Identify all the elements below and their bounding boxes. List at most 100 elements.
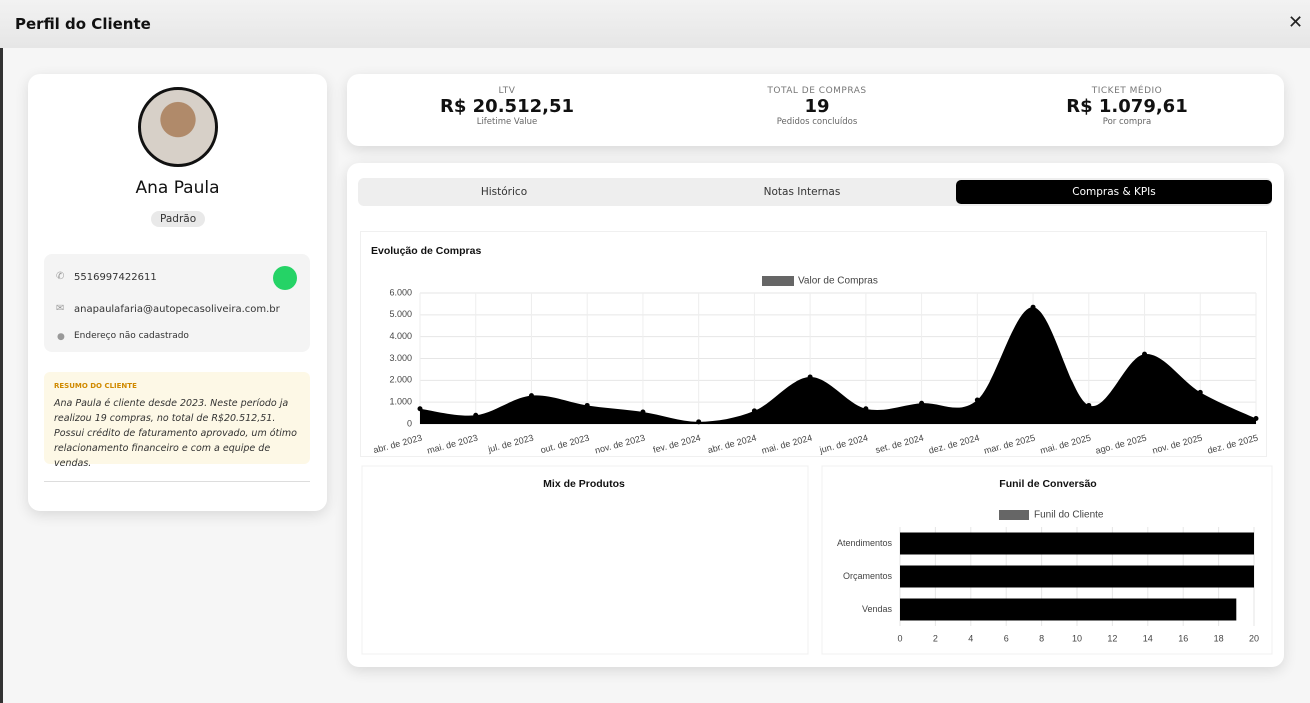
email: anapaulafaria@autopecasoliveira.com.br bbox=[74, 304, 280, 315]
y-tick-label: 2.000 bbox=[389, 375, 412, 385]
x-tick-label: 10 bbox=[1072, 633, 1082, 643]
kpi: TOTAL DE COMPRAS 19 Pedidos concluídos bbox=[717, 86, 917, 127]
legend-label: Valor de Compras bbox=[798, 276, 878, 287]
y-tick-label: 1.000 bbox=[389, 397, 412, 407]
x-tick-label: dez. de 2025 bbox=[1206, 433, 1259, 456]
point bbox=[473, 412, 479, 418]
tab-bar: Histórico Notas Internas Compras & KPIs bbox=[358, 178, 1272, 206]
x-tick-label: jul. de 2023 bbox=[486, 433, 535, 455]
x-tick-label: 18 bbox=[1214, 633, 1224, 643]
y-tick-label: 3.000 bbox=[389, 353, 412, 363]
kpi-value: R$ 1.079,61 bbox=[1066, 96, 1188, 117]
x-tick-label: 4 bbox=[968, 633, 973, 643]
chart-title: Mix de Produtos bbox=[543, 478, 625, 490]
kpi-label: TOTAL DE COMPRAS bbox=[767, 86, 867, 96]
x-tick-label: 0 bbox=[897, 633, 902, 643]
x-tick-label: ago. de 2025 bbox=[1094, 433, 1147, 456]
kpi-label: LTV bbox=[498, 86, 516, 96]
point bbox=[696, 419, 702, 425]
x-tick-label: 14 bbox=[1143, 633, 1153, 643]
legend-label: Funil do Cliente bbox=[1034, 510, 1104, 521]
x-tick-label: 20 bbox=[1249, 633, 1259, 643]
point bbox=[1142, 351, 1148, 357]
header: Perfil do Cliente ✕ bbox=[0, 0, 1310, 48]
point bbox=[1197, 389, 1203, 395]
summary-box: RESUMO DO CLIENTE Ana Paula é cliente de… bbox=[44, 372, 310, 469]
x-tick-label: fev. de 2024 bbox=[652, 433, 702, 455]
close-button[interactable]: ✕ bbox=[1288, 12, 1304, 33]
kpi-card: LTV R$ 20.512,51 Lifetime Value TOTAL DE CO… bbox=[347, 74, 1284, 146]
x-tick-label: 2 bbox=[933, 633, 938, 643]
point bbox=[919, 400, 925, 406]
kpi-sub: Lifetime Value bbox=[476, 117, 538, 127]
summary-title: RESUMO DO CLIENTE bbox=[54, 382, 137, 390]
contact-box: ✆ 5516997422611 ✉ anapaulafaria@autopeca… bbox=[44, 254, 310, 352]
bar bbox=[900, 598, 1237, 621]
kpi-label: TICKET MÉDIO bbox=[1091, 86, 1163, 96]
point bbox=[807, 374, 813, 380]
tab[interactable]: Notas Internas bbox=[763, 186, 841, 198]
point bbox=[1086, 402, 1092, 408]
profile-card: Ana Paula Padrão ✆ 5516997422611 ✉ anapa… bbox=[28, 74, 327, 511]
y-tick-label: 4.000 bbox=[389, 331, 412, 341]
area bbox=[420, 307, 1256, 424]
chart-box bbox=[360, 231, 1267, 457]
profile-name: Ana Paula bbox=[135, 178, 220, 198]
x-tick-label: mai. de 2024 bbox=[760, 433, 813, 456]
edge bbox=[0, 48, 3, 703]
x-tick-label: dez. de 2024 bbox=[928, 433, 981, 456]
badge: Padrão bbox=[151, 211, 206, 227]
y-tick-label: Vendas bbox=[862, 604, 893, 614]
x-tick-label: out. de 2023 bbox=[539, 433, 590, 456]
x-tick-label: abr. de 2024 bbox=[707, 433, 758, 456]
point bbox=[751, 408, 757, 414]
summary-text: Ana Paula é cliente desde 2023. Neste pe… bbox=[54, 398, 297, 469]
divider bbox=[44, 481, 310, 482]
x-tick-label: nov. de 2023 bbox=[594, 433, 646, 456]
point bbox=[1253, 416, 1259, 422]
x-tick-label: 12 bbox=[1107, 633, 1117, 643]
whatsapp-button[interactable] bbox=[273, 266, 297, 290]
chart-box bbox=[361, 465, 809, 655]
x-tick-label: jun. de 2024 bbox=[818, 433, 869, 456]
point bbox=[640, 409, 646, 415]
x-tick-label: nov. de 2025 bbox=[1151, 433, 1203, 456]
x-tick-label: mai. de 2025 bbox=[1039, 433, 1092, 456]
legend-swatch bbox=[999, 510, 1029, 520]
point bbox=[528, 393, 534, 399]
x-tick-label: mar. de 2025 bbox=[983, 433, 1036, 456]
phone: 5516997422611 bbox=[74, 272, 157, 283]
y-tick-label: Orçamentos bbox=[843, 571, 893, 581]
point bbox=[1030, 304, 1036, 310]
kpi-value: 19 bbox=[804, 96, 830, 117]
y-tick-label: 5.000 bbox=[389, 309, 412, 319]
point bbox=[417, 406, 423, 412]
address-icon: ● bbox=[57, 332, 65, 342]
address: Endereço não cadastrado bbox=[74, 331, 189, 341]
x-tick-label: set. de 2024 bbox=[874, 433, 924, 455]
x-tick-label: 8 bbox=[1039, 633, 1044, 643]
avatar bbox=[138, 87, 218, 167]
x-tick-label: 6 bbox=[1004, 633, 1009, 643]
tab[interactable]: Compras & KPIs bbox=[956, 180, 1272, 204]
x-tick-label: abr. de 2023 bbox=[372, 433, 423, 456]
bar bbox=[900, 565, 1254, 588]
y-tick-label: Atendimentos bbox=[837, 538, 893, 548]
tab[interactable]: Histórico bbox=[480, 186, 528, 198]
point bbox=[974, 397, 980, 403]
phone-icon: ✆ bbox=[56, 271, 65, 282]
chart-box bbox=[821, 465, 1273, 655]
kpi: TICKET MÉDIO R$ 1.079,61 Por compra bbox=[1027, 86, 1227, 127]
y-tick-label: 6.000 bbox=[389, 287, 412, 297]
point bbox=[863, 406, 869, 412]
point bbox=[584, 402, 590, 408]
kpi: LTV R$ 20.512,51 Lifetime Value bbox=[407, 86, 607, 127]
chart-title: Evolução de Compras bbox=[371, 245, 481, 257]
x-tick-label: 16 bbox=[1178, 633, 1188, 643]
chart-title: Funil de Conversão bbox=[999, 478, 1096, 490]
y-tick-label: 0 bbox=[407, 418, 412, 428]
kpi-sub: Por compra bbox=[1102, 117, 1152, 127]
bar bbox=[900, 532, 1254, 555]
kpi-value: R$ 20.512,51 bbox=[440, 96, 574, 117]
